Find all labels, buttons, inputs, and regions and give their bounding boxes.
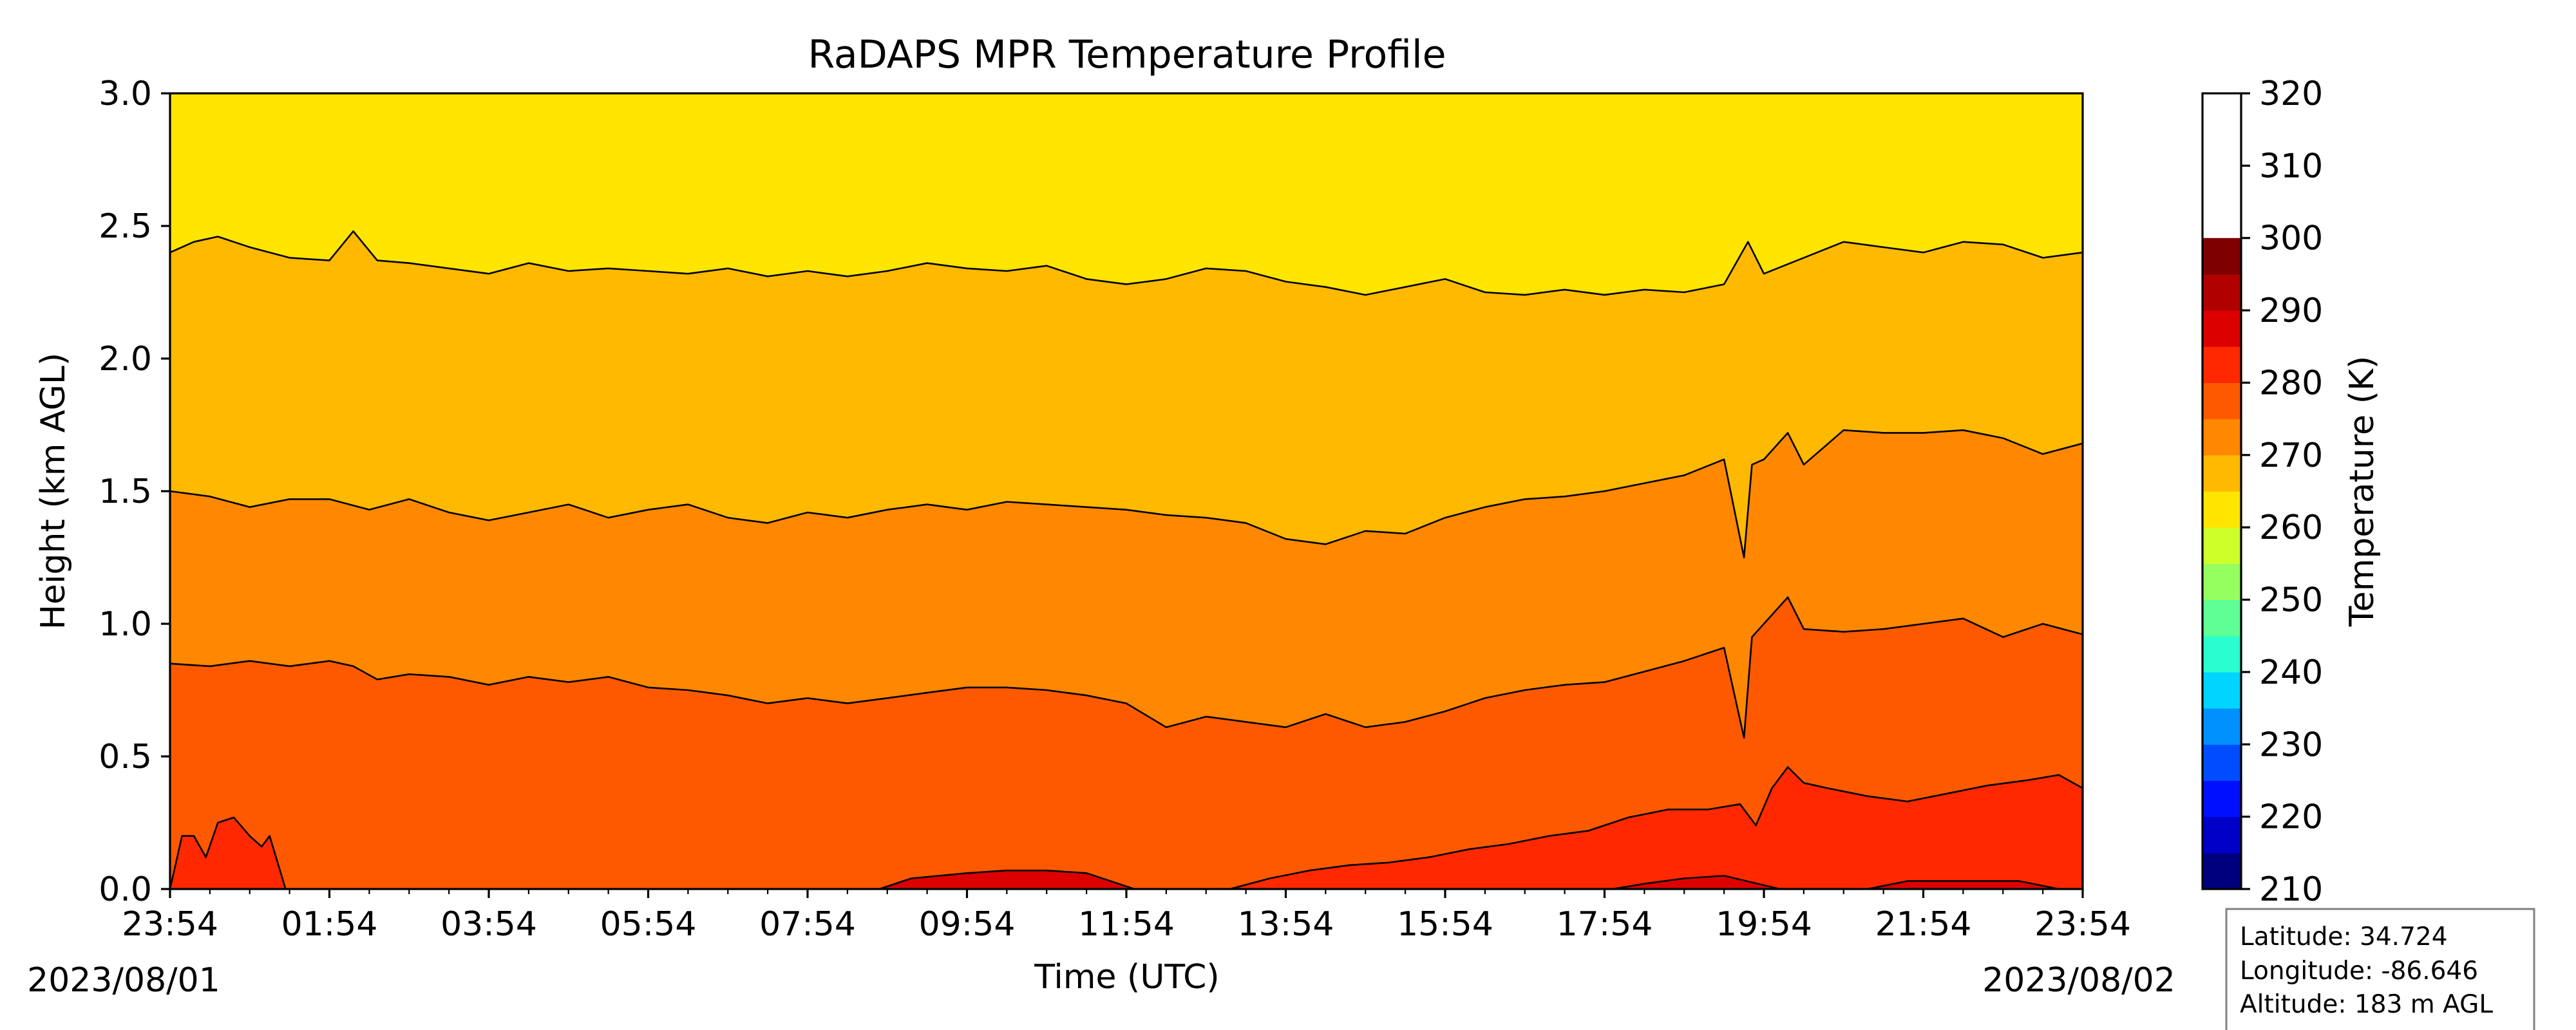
y-tick-label: 0.0 xyxy=(99,870,152,909)
colorbar-band-215-220 xyxy=(2202,816,2241,854)
colorbar-tick-label: 240 xyxy=(2259,653,2323,692)
x-tick-label: 05:54 xyxy=(600,905,697,944)
latitude-label: Latitude: 34.724 xyxy=(2240,922,2448,951)
colorbar-band-275-280 xyxy=(2202,382,2241,420)
station-info-frame xyxy=(2225,908,2535,1030)
chart-title: RaDAPS MPR Temperature Profile xyxy=(808,32,1446,77)
colorbar-tick-label: 250 xyxy=(2259,581,2323,620)
colorbar-label: Temperature (K) xyxy=(2343,356,2382,628)
contour-line-290k-1 xyxy=(170,429,2083,559)
x-tick-label: 09:54 xyxy=(919,905,1016,944)
x-tick-label: 13:54 xyxy=(1238,905,1334,944)
colorbar-band-295-300 xyxy=(2202,238,2241,275)
colorbar-tick-label: 230 xyxy=(2259,726,2323,764)
colorbar-band-260-265 xyxy=(2202,491,2241,528)
longitude-label: Longitude: -86.646 xyxy=(2240,957,2478,986)
x-axis: 23:54 01:54 03:54 05:54 07:54 09:54 11:54 13:54… xyxy=(122,889,2131,944)
altitude-label: Altitude: 183 m AGL xyxy=(2240,990,2493,1019)
colorbar-tick-label: 210 xyxy=(2259,870,2323,909)
temperature-region-305k-below-5 xyxy=(879,870,1135,889)
y-tick-label: 3.0 xyxy=(99,75,152,113)
colorbar-tick-label: 280 xyxy=(2259,364,2323,402)
colorbar: 210 220 230 240 250 260 270 280 290 300 310 320 Tem… xyxy=(2201,75,2382,909)
colorbar-tick-label: 300 xyxy=(2259,220,2323,258)
y-axis-label: Height (km AGL) xyxy=(34,353,73,630)
x-tick-label: 07:54 xyxy=(759,905,856,944)
colorbar-band-240-245 xyxy=(2202,635,2241,673)
contour-line-295k-2 xyxy=(170,596,2083,739)
y-tick-label: 2.0 xyxy=(99,340,152,379)
contour-line-300k-3 xyxy=(1229,766,2083,889)
colorbar-tick-label: 220 xyxy=(2259,798,2323,837)
y-tick-label: 1.5 xyxy=(99,473,152,511)
colorbar-band-250-255 xyxy=(2202,563,2241,601)
colorbar-band-230-235 xyxy=(2202,708,2241,745)
temperature-fill-layer xyxy=(170,93,2083,889)
y-tick-label: 0.5 xyxy=(99,738,152,776)
plot-area xyxy=(169,92,2084,890)
colorbar-band-265-270 xyxy=(2202,454,2241,492)
x-tick-label: 21:54 xyxy=(1875,905,1972,944)
colorbar-frame xyxy=(2201,92,2242,890)
temperature-region-305k-below-7 xyxy=(1867,881,2059,889)
x-tick-label: 23:54 xyxy=(122,905,218,944)
temperature-region-300k-below-3 xyxy=(1229,767,2083,889)
colorbar-tick-label: 290 xyxy=(2259,292,2323,330)
contour-line-305k-5 xyxy=(878,869,1135,889)
colorbar-band-290-295 xyxy=(2202,274,2241,311)
contour-line-305k-6 xyxy=(1612,875,1781,889)
y-tick-label: 2.5 xyxy=(99,207,152,246)
colorbar-band-270-275 xyxy=(2202,418,2241,456)
end-date-label: 2023/08/02 xyxy=(1982,961,2175,1000)
contour-line-305k-7 xyxy=(1867,880,2060,889)
x-tick-label: 03:54 xyxy=(440,905,537,944)
x-tick-label: 11:54 xyxy=(1078,905,1175,944)
colorbar-tick-label: 260 xyxy=(2259,509,2323,547)
colorbar-tick-label: 270 xyxy=(2259,436,2323,475)
colorbar-band-280-285 xyxy=(2202,346,2241,384)
y-axis: 0.0 0.5 1.0 1.5 2.0 2.5 3.0 xyxy=(99,75,170,909)
x-tick-label: 23:54 xyxy=(2034,905,2131,944)
colorbar-band-210-215 xyxy=(2202,852,2241,890)
contour-line-300k-4 xyxy=(170,816,287,889)
x-tick-label: 15:54 xyxy=(1397,905,1493,944)
x-axis-label: Time (UTC) xyxy=(1034,958,1219,997)
colorbar-band-235-240 xyxy=(2202,671,2241,709)
temperature-region-295k-below-2 xyxy=(170,597,2083,889)
x-tick-label: 01:54 xyxy=(281,905,378,944)
colorbar-band-225-230 xyxy=(2202,744,2241,782)
x-tick-label: 19:54 xyxy=(1716,905,1812,944)
colorbar-tick-label: 310 xyxy=(2259,147,2323,185)
temperature-region-300k-below-4 xyxy=(170,817,286,889)
colorbar-band-255-260 xyxy=(2202,527,2241,564)
colorbar-ticks: 210 220 230 240 250 260 270 280 290 300 310 320 xyxy=(2241,75,2323,909)
colorbar-bands xyxy=(2202,238,2241,890)
colorbar-tick-label: 320 xyxy=(2259,75,2323,113)
y-tick-label: 1.0 xyxy=(99,605,152,644)
colorbar-band-245-250 xyxy=(2202,599,2241,637)
contour-lines-layer xyxy=(170,230,2083,889)
station-info-box: Latitude: 34.724 Longitude: -86.646 Alti… xyxy=(2225,908,2535,1030)
start-date-label: 2023/08/01 xyxy=(27,961,220,1000)
x-tick-label: 17:54 xyxy=(1557,905,1653,944)
contour-line-285k-0 xyxy=(170,230,2083,296)
colorbar-band-220-225 xyxy=(2202,780,2241,818)
colorbar-band-285-290 xyxy=(2202,310,2241,347)
temperature-region-305k-below-6 xyxy=(1612,876,1780,889)
